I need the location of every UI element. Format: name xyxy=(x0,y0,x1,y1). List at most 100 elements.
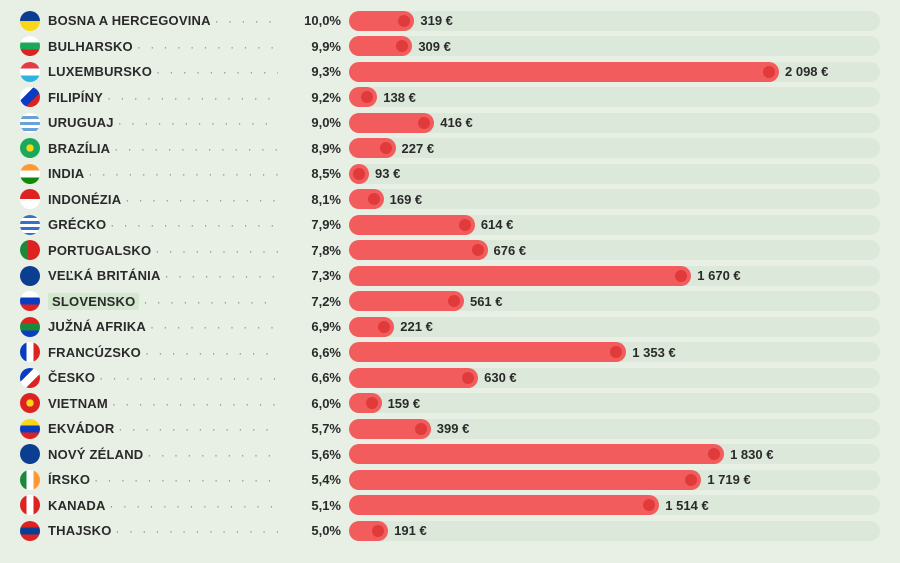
dots-leader: · · · · · · · · · · · · · · · · · · · · xyxy=(107,91,278,105)
flag-icon xyxy=(20,11,40,31)
country-cell: FRANCÚZSKO · · · · · · · · · · · · · · ·… xyxy=(48,345,278,360)
dots-leader: · · · · · · · · · · · · · · · · · · · · xyxy=(215,14,278,28)
country-name: VIETNAM xyxy=(48,396,108,411)
bar-fill xyxy=(349,62,779,82)
flag-icon xyxy=(20,113,40,133)
dots-leader: · · · · · · · · · · · · · · · · · · · · xyxy=(118,422,278,436)
chart-row: ČESKO · · · · · · · · · · · · · · · · · … xyxy=(20,365,880,391)
country-cell: KANADA · · · · · · · · · · · · · · · · ·… xyxy=(48,498,278,513)
dots-leader: · · · · · · · · · · · · · · · · · · · · xyxy=(156,65,278,79)
bar-value-label: 93 € xyxy=(375,166,400,181)
bar-fill xyxy=(349,419,431,439)
chart-row: FRANCÚZSKO · · · · · · · · · · · · · · ·… xyxy=(20,340,880,366)
dots-leader: · · · · · · · · · · · · · · · · · · · · xyxy=(147,448,278,462)
flag-icon xyxy=(20,215,40,235)
chart-row: SLOVENSKO · · · · · · · · · · · · · · · … xyxy=(20,289,880,315)
bar-track: 561 € xyxy=(349,291,880,311)
country-cell: URUGUAJ · · · · · · · · · · · · · · · · … xyxy=(48,115,278,130)
country-name: PORTUGALSKO xyxy=(48,243,151,258)
bar-value-label: 227 € xyxy=(402,141,435,156)
bar-fill xyxy=(349,317,394,337)
flag-icon xyxy=(20,266,40,286)
country-name: JUŽNÁ AFRIKA xyxy=(48,319,146,334)
percentage-value: 9,0% xyxy=(286,115,341,130)
bar-value-label: 319 € xyxy=(420,13,453,28)
dots-leader: · · · · · · · · · · · · · · · · · · · · xyxy=(165,269,278,283)
dots-leader: · · · · · · · · · · · · · · · · · · · · xyxy=(155,244,278,258)
chart-row: ÍRSKO · · · · · · · · · · · · · · · · · … xyxy=(20,467,880,493)
percentage-value: 5,1% xyxy=(286,498,341,513)
bar-value-label: 1 514 € xyxy=(665,498,708,513)
bar-track: 169 € xyxy=(349,189,880,209)
chart-row: KANADA · · · · · · · · · · · · · · · · ·… xyxy=(20,493,880,519)
flag-icon xyxy=(20,342,40,362)
country-name: SLOVENSKO xyxy=(48,293,139,310)
bar-track: 1 353 € xyxy=(349,342,880,362)
country-name: NOVÝ ZÉLAND xyxy=(48,447,143,462)
dots-leader: · · · · · · · · · · · · · · · · · · · · xyxy=(88,167,278,181)
dots-leader: · · · · · · · · · · · · · · · · · · · · xyxy=(94,473,278,487)
bar-fill xyxy=(349,87,377,107)
bar-value-label: 221 € xyxy=(400,319,433,334)
dots-leader: · · · · · · · · · · · · · · · · · · · · xyxy=(114,142,278,156)
dots-leader: · · · · · · · · · · · · · · · · · · · · xyxy=(112,397,278,411)
bar-value-label: 416 € xyxy=(440,115,473,130)
dots-leader: · · · · · · · · · · · · · · · · · · · · xyxy=(137,40,278,54)
bar-value-label: 1 670 € xyxy=(697,268,740,283)
country-cell: NOVÝ ZÉLAND · · · · · · · · · · · · · · … xyxy=(48,447,278,462)
flag-icon xyxy=(20,393,40,413)
bar-track: 1 514 € xyxy=(349,495,880,515)
flag-icon xyxy=(20,189,40,209)
bar-fill xyxy=(349,113,434,133)
dots-leader: · · · · · · · · · · · · · · · · · · · · xyxy=(125,193,278,207)
bar-fill xyxy=(349,393,382,413)
country-cell: EKVÁDOR · · · · · · · · · · · · · · · · … xyxy=(48,421,278,436)
bar-value-label: 191 € xyxy=(394,523,427,538)
chart-row: NOVÝ ZÉLAND · · · · · · · · · · · · · · … xyxy=(20,442,880,468)
bar-track: 138 € xyxy=(349,87,880,107)
bar-value-label: 561 € xyxy=(470,294,503,309)
percentage-value: 9,2% xyxy=(286,90,341,105)
chart-row: JUŽNÁ AFRIKA · · · · · · · · · · · · · ·… xyxy=(20,314,880,340)
country-name: VEĽKÁ BRITÁNIA xyxy=(48,268,161,283)
country-cell: VEĽKÁ BRITÁNIA · · · · · · · · · · · · ·… xyxy=(48,268,278,283)
bar-fill xyxy=(349,521,388,541)
country-bar-chart: BOSNA A HERCEGOVINA · · · · · · · · · · … xyxy=(20,8,880,544)
flag-icon xyxy=(20,495,40,515)
bar-fill xyxy=(349,368,478,388)
country-cell: ČESKO · · · · · · · · · · · · · · · · · … xyxy=(48,370,278,385)
country-cell: LUXEMBURSKO · · · · · · · · · · · · · · … xyxy=(48,64,278,79)
bar-fill xyxy=(349,495,659,515)
country-name: KANADA xyxy=(48,498,106,513)
percentage-value: 8,5% xyxy=(286,166,341,181)
country-name: BULHARSKO xyxy=(48,39,133,54)
chart-row: BRAZÍLIA · · · · · · · · · · · · · · · ·… xyxy=(20,136,880,162)
country-cell: GRÉCKO · · · · · · · · · · · · · · · · ·… xyxy=(48,217,278,232)
bar-fill xyxy=(349,189,384,209)
chart-row: VIETNAM · · · · · · · · · · · · · · · · … xyxy=(20,391,880,417)
percentage-value: 9,9% xyxy=(286,39,341,54)
percentage-value: 6,0% xyxy=(286,396,341,411)
flag-icon xyxy=(20,521,40,541)
bar-track: 614 € xyxy=(349,215,880,235)
chart-row: URUGUAJ · · · · · · · · · · · · · · · · … xyxy=(20,110,880,136)
bar-value-label: 2 098 € xyxy=(785,64,828,79)
bar-value-label: 159 € xyxy=(388,396,421,411)
country-name: FILIPÍNY xyxy=(48,90,103,105)
percentage-value: 5,6% xyxy=(286,447,341,462)
percentage-value: 5,7% xyxy=(286,421,341,436)
percentage-value: 5,0% xyxy=(286,523,341,538)
country-name: ČESKO xyxy=(48,370,95,385)
percentage-value: 7,8% xyxy=(286,243,341,258)
country-cell: PORTUGALSKO · · · · · · · · · · · · · · … xyxy=(48,243,278,258)
country-name: ÍRSKO xyxy=(48,472,90,487)
bar-fill xyxy=(349,266,691,286)
chart-row: BOSNA A HERCEGOVINA · · · · · · · · · · … xyxy=(20,8,880,34)
country-cell: SLOVENSKO · · · · · · · · · · · · · · · … xyxy=(48,293,278,310)
chart-row: INDONÉZIA · · · · · · · · · · · · · · · … xyxy=(20,187,880,213)
bar-track: 1 830 € xyxy=(349,444,880,464)
country-name: INDONÉZIA xyxy=(48,192,121,207)
chart-row: FILIPÍNY · · · · · · · · · · · · · · · ·… xyxy=(20,85,880,111)
bar-track: 221 € xyxy=(349,317,880,337)
bar-fill xyxy=(349,444,724,464)
